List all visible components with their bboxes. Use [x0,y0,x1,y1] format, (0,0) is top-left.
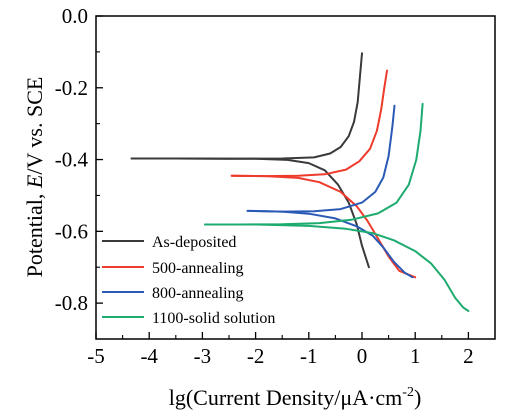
y-tick-label: -0.8 [55,291,88,315]
x-tick-label: -1 [300,344,318,368]
data-series [130,52,470,312]
tick-labels: -5 -4 -3 -2 -1 0 1 2 0.0 -0.2 -0.4 -0.6 -0.8 [55,4,474,368]
y-axis-title: Potential, E/V vs. SCE [22,77,47,278]
x-tick-label: -2 [247,344,265,368]
y-tick-label: -0.6 [55,219,88,243]
legend-label-500-annealing: 500-annealing [152,260,244,277]
x-tick-label: -5 [87,344,105,368]
y-tick-label: -0.2 [55,76,88,100]
series-500-annealing-anodic [230,69,388,178]
x-tick-label: 0 [357,344,368,368]
legend-label-800-annealing: 800-annealing [152,285,244,302]
axis-ticks [95,15,470,339]
y-tick-label: -0.4 [55,148,89,172]
series-800-annealing-cathodic [246,209,414,279]
plot-frame [95,15,496,340]
legend-label-as-deposited: As-deposited [152,234,236,251]
x-tick-label: -3 [194,344,212,368]
series-1100-solid-solution-anodic [204,102,424,226]
x-tick-label: -4 [140,344,158,368]
y-tick-label: 0.0 [62,4,88,28]
legend: As-deposited 500-annealing 800-annealing… [102,234,275,327]
series-as-deposited-anodic [130,52,363,160]
series-1100-solid-solution-cathodic [204,223,470,312]
legend-label-1100-solid-solution: 1100-solid solution [152,310,275,327]
x-tick-label: 1 [410,344,421,368]
series-800-annealing-anodic [246,104,396,213]
x-axis-title: lg(Current Density/μA·cm-2) [169,385,422,410]
x-tick-label: 2 [463,344,474,368]
series-500-annealing-cathodic [230,174,417,279]
